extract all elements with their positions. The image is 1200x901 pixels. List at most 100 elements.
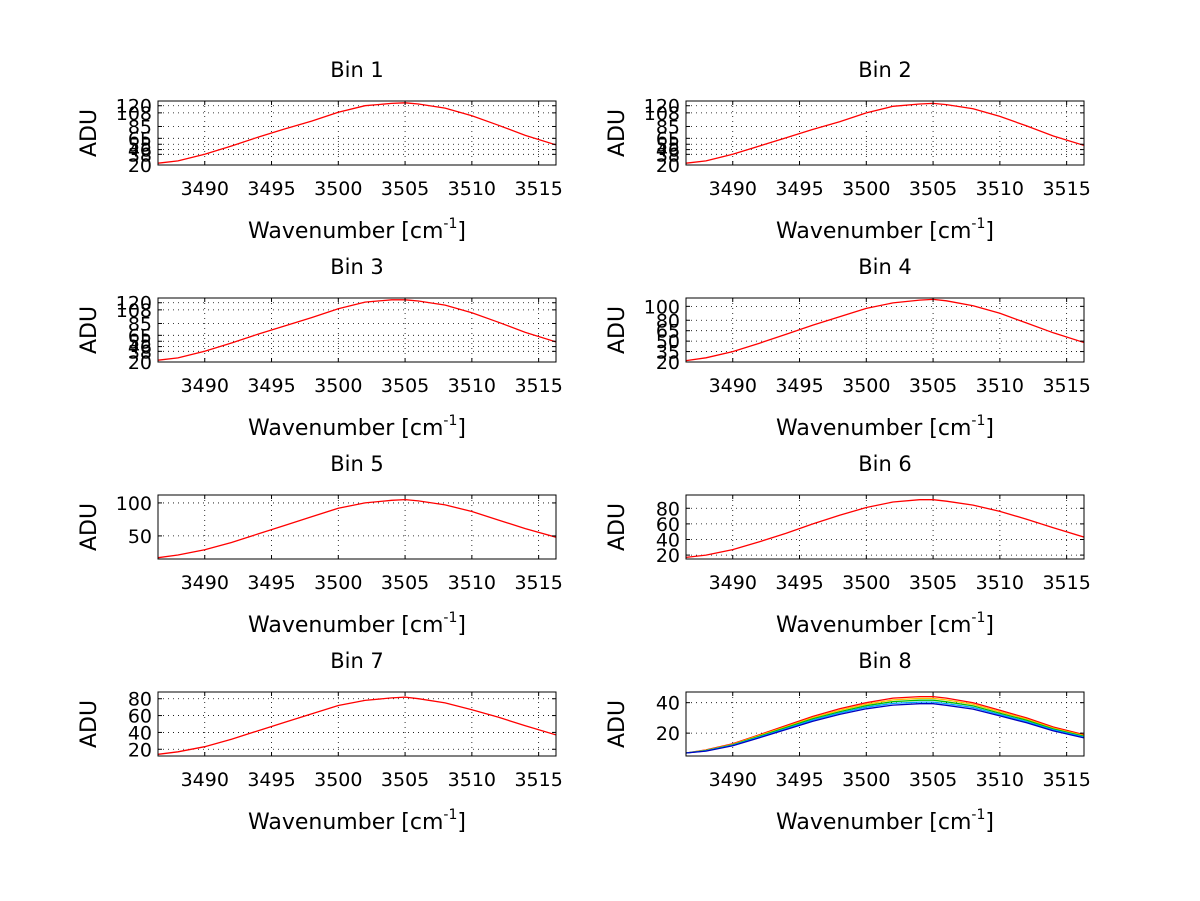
axes-box bbox=[157, 494, 557, 560]
y-tick-label: 38 bbox=[128, 341, 152, 363]
y-tick-label: 46 bbox=[128, 140, 152, 162]
x-tick-label: 3510 bbox=[448, 375, 496, 397]
y-tick-label: 80 bbox=[128, 689, 152, 711]
x-tick-label: 3515 bbox=[1042, 178, 1090, 200]
series-line-1 bbox=[158, 299, 556, 361]
x-axis-label-close: ] bbox=[457, 613, 466, 638]
y-axis-label: ADU bbox=[605, 109, 630, 157]
x-axis-label-text: Wavenumber [cm bbox=[248, 219, 443, 244]
x-tick-label: 3490 bbox=[709, 572, 757, 594]
subplot-3: 3490 3495 3500 3505 3510 3515 2038465565851081… bbox=[77, 255, 563, 441]
x-tick-label: 3500 bbox=[314, 572, 362, 594]
x-tick-label: 3490 bbox=[709, 375, 757, 397]
x-axis-label: Wavenumber [cm-1] bbox=[776, 610, 994, 638]
x-tick-label: 3490 bbox=[181, 769, 229, 791]
x-axis-label-superscript: -1 bbox=[971, 610, 985, 626]
x-tick-label: 3510 bbox=[976, 572, 1024, 594]
x-tick-label: 3495 bbox=[775, 178, 823, 200]
axes-box bbox=[685, 494, 1085, 560]
y-tick-label: 120 bbox=[116, 96, 152, 118]
x-tick-label: 3500 bbox=[842, 375, 890, 397]
subplot-title: Bin 5 bbox=[330, 452, 384, 476]
x-tick-label: 3510 bbox=[448, 572, 496, 594]
x-tick-label: 3510 bbox=[448, 178, 496, 200]
y-axis-label: ADU bbox=[605, 503, 630, 551]
y-axis-label: ADU bbox=[77, 700, 102, 748]
x-axis-label-text: Wavenumber [cm bbox=[248, 613, 443, 638]
axes-box bbox=[157, 297, 557, 363]
series-line-1 bbox=[686, 298, 1084, 362]
y-tick-label: 50 bbox=[656, 331, 680, 353]
y-tick-label: 108 bbox=[644, 103, 680, 125]
y-tick-label: 20 bbox=[656, 155, 680, 177]
x-tick-label: 3515 bbox=[514, 178, 562, 200]
x-tick-label: 3500 bbox=[314, 375, 362, 397]
x-tick-label: 3505 bbox=[909, 178, 957, 200]
y-tick-label: 40 bbox=[128, 722, 152, 744]
series-line-1 bbox=[158, 696, 556, 755]
y-tick-label: 50 bbox=[128, 526, 152, 548]
y-tick-label: 65 bbox=[128, 325, 152, 347]
x-axis-label: Wavenumber [cm-1] bbox=[776, 413, 994, 441]
x-tick-label: 3495 bbox=[775, 769, 823, 791]
y-tick-label: 108 bbox=[116, 103, 152, 125]
x-axis-label-close: ] bbox=[457, 810, 466, 835]
x-tick-label: 3505 bbox=[909, 375, 957, 397]
y-tick-label: 60 bbox=[656, 514, 680, 536]
x-tick-label: 3510 bbox=[976, 375, 1024, 397]
x-tick-label: 3505 bbox=[381, 572, 429, 594]
x-axis-label-close: ] bbox=[985, 219, 994, 244]
x-tick-label: 3495 bbox=[775, 375, 823, 397]
x-axis-label-text: Wavenumber [cm bbox=[248, 810, 443, 835]
x-axis-label-close: ] bbox=[985, 810, 994, 835]
y-tick-label: 38 bbox=[128, 144, 152, 166]
x-tick-label: 3500 bbox=[314, 769, 362, 791]
x-axis-label-close: ] bbox=[985, 416, 994, 441]
y-tick-label: 85 bbox=[656, 116, 680, 138]
y-axis-label: ADU bbox=[605, 306, 630, 354]
y-tick-label: 20 bbox=[128, 352, 152, 374]
x-tick-label: 3500 bbox=[842, 572, 890, 594]
y-tick-label: 60 bbox=[128, 706, 152, 728]
axes-box bbox=[157, 100, 557, 166]
subplot-5: 3490 3495 3500 3505 3510 3515 50 100 Bin 5 Wavenu… bbox=[77, 452, 563, 638]
x-tick-label: 3500 bbox=[314, 178, 362, 200]
y-tick-label: 20 bbox=[656, 723, 680, 745]
series-line-5 bbox=[686, 703, 1084, 754]
x-tick-label: 3510 bbox=[976, 178, 1024, 200]
x-tick-label: 3495 bbox=[247, 375, 295, 397]
x-axis-label-superscript: -1 bbox=[971, 807, 985, 823]
subplot-title: Bin 8 bbox=[858, 649, 912, 673]
x-tick-label: 3505 bbox=[381, 375, 429, 397]
x-tick-label: 3490 bbox=[181, 572, 229, 594]
x-tick-label: 3500 bbox=[842, 769, 890, 791]
x-tick-label: 3495 bbox=[775, 572, 823, 594]
axes-box bbox=[685, 100, 1085, 166]
x-tick-label: 3505 bbox=[909, 769, 957, 791]
y-tick-label: 40 bbox=[656, 693, 680, 715]
x-axis-label: Wavenumber [cm-1] bbox=[248, 413, 466, 441]
x-axis-label-superscript: -1 bbox=[443, 216, 457, 232]
x-tick-label: 3505 bbox=[909, 572, 957, 594]
x-axis-label-superscript: -1 bbox=[443, 413, 457, 429]
x-tick-label: 3510 bbox=[976, 769, 1024, 791]
y-tick-label: 55 bbox=[656, 134, 680, 156]
x-tick-label: 3490 bbox=[709, 178, 757, 200]
y-tick-label: 85 bbox=[128, 116, 152, 138]
subplot-title: Bin 7 bbox=[330, 649, 384, 673]
x-tick-label: 3495 bbox=[247, 769, 295, 791]
subplot-title: Bin 3 bbox=[330, 255, 384, 279]
x-axis-label: Wavenumber [cm-1] bbox=[248, 216, 466, 244]
x-axis-label-superscript: -1 bbox=[443, 610, 457, 626]
y-tick-label: 80 bbox=[656, 498, 680, 520]
y-tick-label: 55 bbox=[128, 331, 152, 353]
x-tick-label: 3500 bbox=[842, 178, 890, 200]
axes-box bbox=[157, 691, 557, 757]
x-tick-label: 3515 bbox=[1042, 769, 1090, 791]
x-axis-label-superscript: -1 bbox=[971, 216, 985, 232]
y-tick-label: 65 bbox=[656, 128, 680, 150]
y-tick-label: 65 bbox=[128, 128, 152, 150]
